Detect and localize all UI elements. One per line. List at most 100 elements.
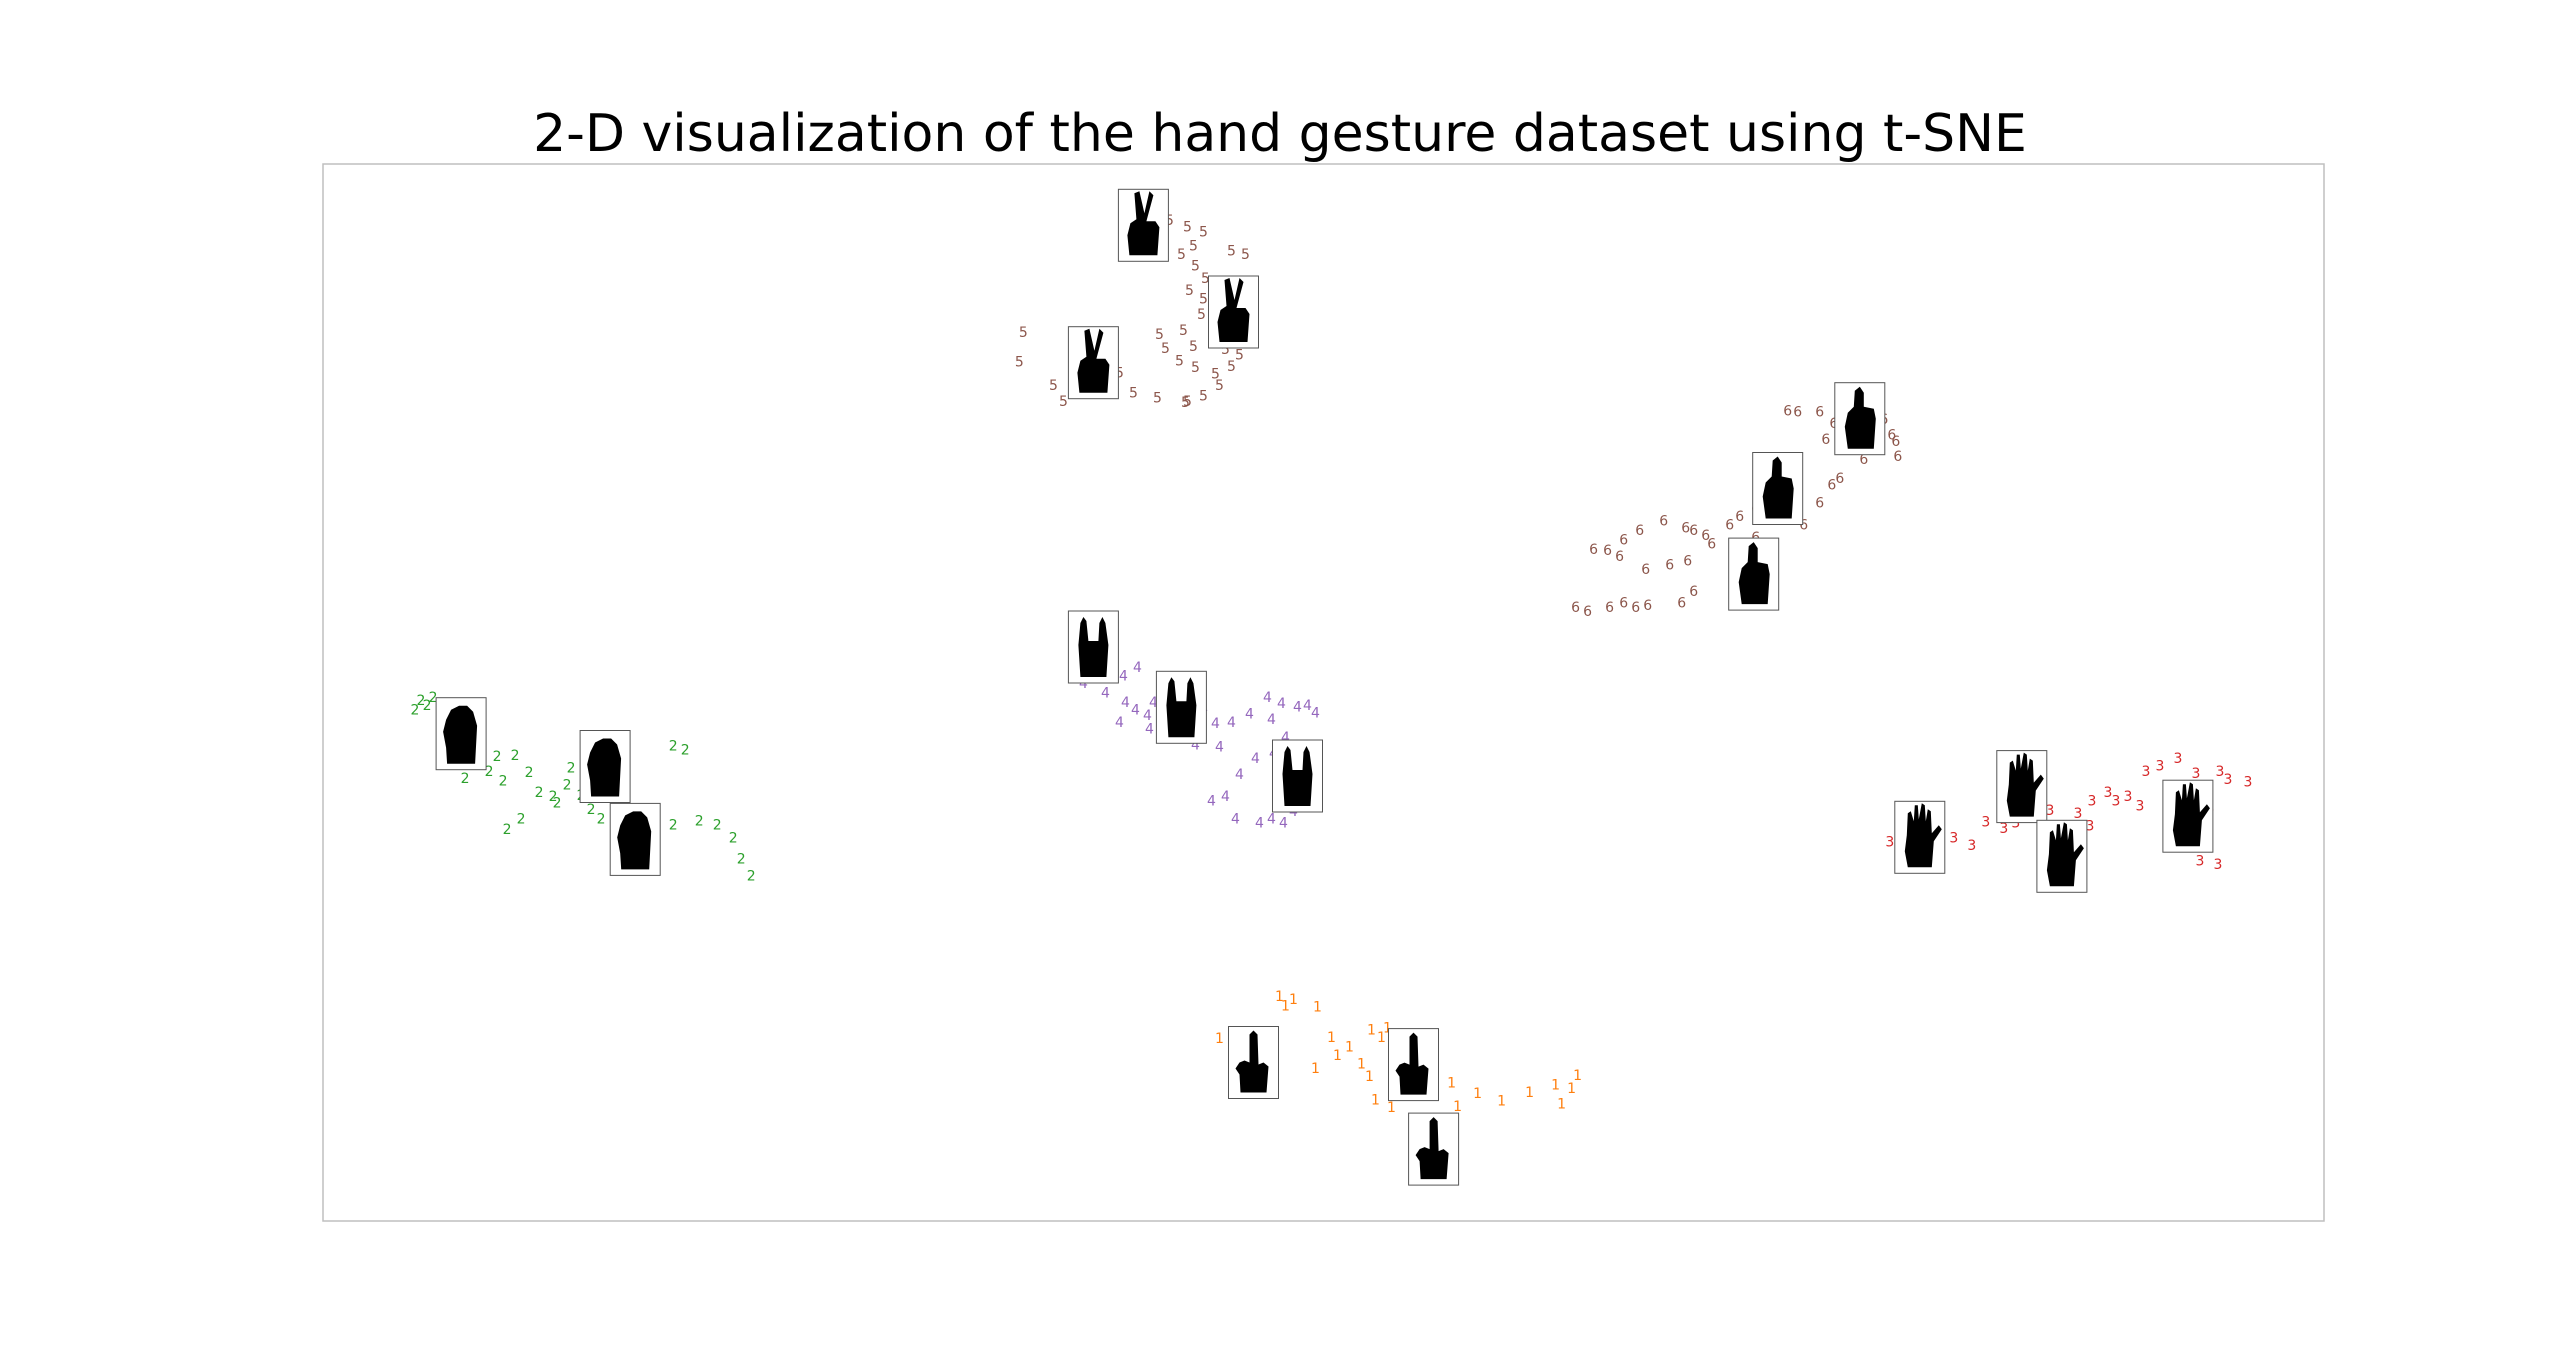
peace-sign-hand-icon bbox=[1127, 191, 1160, 256]
data-point-class-2: 2 bbox=[423, 698, 432, 714]
thumbnail-class-5 bbox=[1117, 188, 1169, 262]
data-point-class-4: 4 bbox=[1231, 811, 1240, 827]
data-point-class-6: 6 bbox=[1689, 584, 1698, 600]
data-point-class-1: 1 bbox=[1367, 1023, 1376, 1039]
data-point-class-4: 4 bbox=[1251, 751, 1260, 767]
data-point-class-4: 4 bbox=[1145, 722, 1154, 738]
data-point-class-3: 3 bbox=[1999, 821, 2008, 837]
data-point-class-1: 1 bbox=[1281, 998, 1290, 1014]
data-point-class-3: 3 bbox=[2087, 793, 2096, 809]
data-point-class-3: 3 bbox=[2213, 857, 2222, 873]
data-point-class-6: 6 bbox=[1605, 600, 1614, 616]
data-point-class-3: 3 bbox=[1885, 835, 1894, 851]
data-point-class-5: 5 bbox=[1059, 394, 1068, 410]
data-point-class-4: 4 bbox=[1279, 816, 1288, 832]
data-point-class-2: 2 bbox=[411, 703, 420, 719]
data-point-class-5: 5 bbox=[1189, 238, 1198, 254]
data-point-class-3: 3 bbox=[2191, 766, 2200, 782]
data-point-class-3: 3 bbox=[2085, 819, 2094, 835]
data-point-class-3: 3 bbox=[2011, 816, 2020, 832]
data-point-class-6: 6 bbox=[1677, 596, 1686, 612]
data-point-class-1: 1 bbox=[1311, 1061, 1320, 1077]
data-point-class-5: 5 bbox=[1177, 247, 1186, 263]
data-point-class-4: 4 bbox=[1101, 686, 1110, 702]
data-point-class-5: 5 bbox=[1199, 389, 1208, 405]
data-point-class-5: 5 bbox=[1161, 341, 1170, 357]
data-point-class-6: 6 bbox=[1681, 521, 1690, 537]
open-palm-icon bbox=[2046, 822, 2084, 887]
data-point-class-4: 4 bbox=[1215, 740, 1224, 756]
data-point-class-2: 2 bbox=[695, 814, 704, 830]
data-point-class-2: 2 bbox=[535, 785, 544, 801]
data-points-layer: 1111111111111111111111111111112222222222… bbox=[411, 209, 2253, 1116]
thumbnail-class-5 bbox=[1208, 275, 1259, 349]
data-point-class-4: 4 bbox=[1221, 789, 1230, 805]
thumbnail-class-4 bbox=[1155, 670, 1207, 744]
data-point-class-3: 3 bbox=[2155, 759, 2164, 775]
data-point-class-6: 6 bbox=[1783, 403, 1792, 419]
data-point-class-3: 3 bbox=[2123, 789, 2132, 805]
data-point-class-6: 6 bbox=[1631, 600, 1640, 616]
data-point-class-3: 3 bbox=[2135, 799, 2144, 815]
data-point-class-6: 6 bbox=[1815, 495, 1824, 511]
data-point-class-4: 4 bbox=[1191, 737, 1200, 753]
data-point-class-4: 4 bbox=[1277, 696, 1286, 712]
data-point-class-2: 2 bbox=[563, 778, 572, 794]
data-point-class-5: 5 bbox=[1165, 213, 1174, 229]
data-point-class-1: 1 bbox=[1289, 992, 1298, 1008]
data-point-class-4: 4 bbox=[1245, 707, 1254, 723]
data-point-class-6: 6 bbox=[1793, 404, 1802, 420]
data-point-class-2: 2 bbox=[549, 789, 558, 805]
data-point-class-6: 6 bbox=[1619, 596, 1628, 612]
thumbnail-class-1 bbox=[1408, 1112, 1460, 1186]
data-point-class-4: 4 bbox=[1133, 660, 1142, 676]
data-point-class-1: 1 bbox=[1497, 1094, 1506, 1110]
data-point-class-5: 5 bbox=[1199, 225, 1208, 241]
data-point-class-5: 5 bbox=[1129, 385, 1138, 401]
data-point-class-6: 6 bbox=[1665, 558, 1674, 574]
data-point-class-5: 5 bbox=[1241, 247, 1250, 263]
data-point-class-5: 5 bbox=[1175, 354, 1184, 370]
data-point-class-3: 3 bbox=[2195, 854, 2204, 870]
data-point-class-2: 2 bbox=[485, 764, 494, 780]
data-point-class-1: 1 bbox=[1357, 1057, 1366, 1073]
data-point-class-1: 1 bbox=[1387, 1100, 1396, 1116]
data-point-class-6: 6 bbox=[1725, 518, 1734, 534]
data-point-class-6: 6 bbox=[1701, 528, 1710, 544]
thumbnail-class-2 bbox=[609, 802, 661, 876]
rock-sign-hand-icon bbox=[1166, 677, 1197, 738]
data-point-class-2: 2 bbox=[669, 818, 678, 834]
data-point-class-3: 3 bbox=[2141, 764, 2150, 780]
data-point-class-4: 4 bbox=[1267, 811, 1276, 827]
data-point-class-2: 2 bbox=[499, 773, 508, 789]
pointing-hand-icon bbox=[1395, 1032, 1429, 1095]
data-point-class-5: 5 bbox=[1191, 259, 1200, 275]
data-point-class-5: 5 bbox=[1215, 378, 1224, 394]
data-point-class-2: 2 bbox=[681, 743, 690, 759]
plot-area-frame bbox=[322, 163, 2325, 1222]
data-point-class-4: 4 bbox=[1121, 695, 1130, 711]
data-point-class-5: 5 bbox=[1185, 283, 1194, 299]
data-point-class-6: 6 bbox=[1615, 549, 1624, 565]
data-point-class-6: 6 bbox=[1829, 416, 1838, 432]
data-point-class-6: 6 bbox=[1707, 537, 1716, 553]
data-point-class-6: 6 bbox=[1683, 553, 1692, 569]
data-point-class-1: 1 bbox=[1377, 1030, 1386, 1046]
data-point-class-5: 5 bbox=[1197, 307, 1206, 323]
data-point-class-3: 3 bbox=[2244, 774, 2253, 790]
data-point-class-3: 3 bbox=[2103, 785, 2112, 801]
data-point-class-6: 6 bbox=[1815, 404, 1824, 420]
data-point-class-4: 4 bbox=[1235, 767, 1244, 783]
data-point-class-4: 4 bbox=[1293, 699, 1302, 715]
data-point-class-3: 3 bbox=[1967, 838, 1976, 854]
data-point-class-5: 5 bbox=[1201, 271, 1210, 287]
data-point-class-5: 5 bbox=[1181, 395, 1190, 411]
data-point-class-2: 2 bbox=[517, 811, 526, 827]
data-point-class-4: 4 bbox=[1227, 715, 1236, 731]
data-point-class-3: 3 bbox=[2045, 803, 2054, 819]
thumbnail-class-6 bbox=[1834, 382, 1886, 456]
data-point-class-4: 4 bbox=[1211, 716, 1220, 732]
data-point-class-6: 6 bbox=[1659, 513, 1668, 529]
thumbnail-class-3 bbox=[1996, 750, 2048, 824]
